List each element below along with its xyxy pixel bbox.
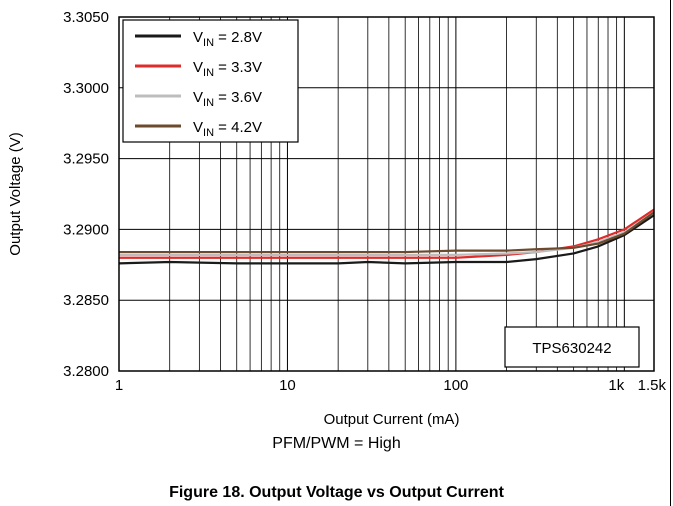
series-line-4 xyxy=(119,211,655,254)
y-tick-label: 3.2850 xyxy=(63,292,109,309)
series-line-3 xyxy=(119,211,655,256)
legend-label-3: VIN = 3.6V xyxy=(193,89,262,109)
x-tick-label: 100 xyxy=(443,377,468,394)
y-tick-label: 3.2950 xyxy=(63,151,109,168)
y-tick-label: 3.3050 xyxy=(63,9,109,26)
y-axis-label: Output Voltage (V) xyxy=(7,132,24,255)
annotation-box xyxy=(504,326,640,368)
series-line-2 xyxy=(119,208,655,259)
x-tick-label: 1k xyxy=(608,377,624,394)
legend-label-2: VIN = 3.3V xyxy=(193,59,262,79)
condition-label: PFM/PWM = High xyxy=(272,435,401,452)
plot-frame xyxy=(118,16,655,372)
x-tick-label: 1 xyxy=(115,377,123,394)
page-border-right xyxy=(670,0,671,506)
y-tick-label: 3.3000 xyxy=(63,80,109,97)
annotation-text: TPS630242 xyxy=(532,340,611,357)
series-line-1 xyxy=(118,214,655,265)
x-tick-label: 10 xyxy=(279,377,296,394)
y-tick-label: 3.2900 xyxy=(63,221,109,238)
legend-label-4: VIN = 4.2V xyxy=(193,119,262,139)
legend-label-1: VIN = 2.8V xyxy=(193,29,262,49)
x-axis-label: Output Current (mA) xyxy=(324,411,460,428)
x-tick-label: 1.5k xyxy=(638,377,667,394)
y-tick-label: 3.2800 xyxy=(63,363,109,380)
output-voltage-chart: 3.2800 3.2850 3.2900 3.2950 3.3000 3.3050 1 10 1… xyxy=(7,9,667,428)
figure-caption: Figure 18. Output Voltage vs Output Curr… xyxy=(169,484,504,501)
legend-box xyxy=(122,19,299,143)
